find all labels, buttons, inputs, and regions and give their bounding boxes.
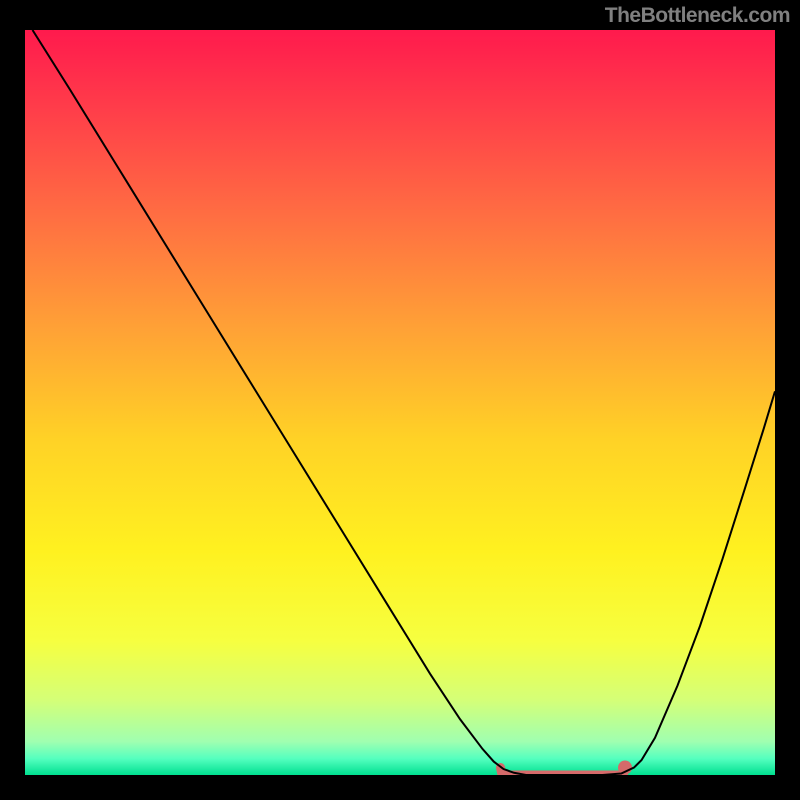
plot-area <box>25 30 775 775</box>
chart-svg <box>25 30 775 775</box>
chart-background <box>25 30 775 775</box>
watermark-text: TheBottleneck.com <box>605 4 790 28</box>
chart-container: TheBottleneck.com <box>0 0 800 800</box>
